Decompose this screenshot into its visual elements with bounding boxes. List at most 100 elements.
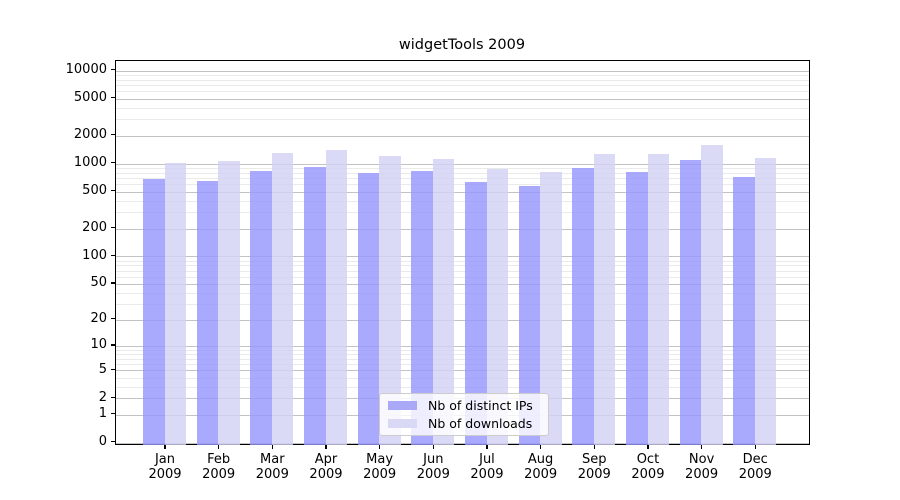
- y-tick-label: 5000: [73, 90, 107, 106]
- gridline-minor: [115, 304, 809, 305]
- legend-label-distinct-ips: Nb of distinct IPs: [428, 398, 533, 414]
- bar-distinct-ips: [679, 160, 702, 445]
- y-tick: [110, 441, 115, 443]
- chart-title: widgetTools 2009: [398, 37, 526, 53]
- y-tick-label: 0: [98, 434, 107, 450]
- bar-distinct-ips: [357, 172, 380, 445]
- bar-downloads: [540, 171, 562, 445]
- gridline-minor: [115, 270, 809, 272]
- y-tick-label: 10: [90, 337, 107, 353]
- gridline-minor: [115, 386, 809, 388]
- gridline-minor: [115, 200, 809, 202]
- gridline-minor: [115, 349, 809, 351]
- gridline-major: [115, 163, 809, 165]
- y-tick: [110, 368, 115, 371]
- y-tick-label: 100: [82, 247, 107, 263]
- x-tick-year: 2009: [524, 467, 558, 482]
- y-tick-label: 200: [82, 220, 107, 235]
- gridline-minor: [115, 358, 809, 360]
- gridline-minor: [115, 292, 809, 294]
- legend-swatch-distinct-ips: [388, 401, 417, 411]
- y-tick: [110, 226, 115, 229]
- bar-downloads: [432, 159, 455, 445]
- gridline-minor: [115, 260, 809, 262]
- gridline-minor: [115, 119, 809, 121]
- x-tick: [593, 445, 595, 449]
- bar-distinct-ips: [465, 181, 487, 445]
- y-tick: [110, 282, 115, 284]
- x-tick-label: Feb 2009: [189, 452, 249, 482]
- y-tick-label: 20: [90, 311, 107, 327]
- gridline-major: [115, 283, 809, 285]
- legend-item-distinct-ips: Nb of distinct IPs: [388, 398, 540, 413]
- bar-distinct-ips: [143, 178, 165, 445]
- x-tick-label: Jul 2009: [457, 452, 517, 482]
- gridline-major: [115, 135, 809, 137]
- x-tick: [754, 445, 756, 449]
- gridline-major: [115, 256, 809, 258]
- x-tick-year: 2009: [202, 467, 236, 482]
- gridline-major: [115, 191, 809, 193]
- gridline-minor: [115, 167, 809, 169]
- y-tick-label: 2000: [73, 127, 107, 143]
- legend-item-downloads: Nb of downloads: [388, 416, 540, 431]
- bar-distinct-ips: [572, 167, 594, 445]
- x-tick: [325, 445, 327, 449]
- gridline-minor: [115, 79, 809, 81]
- bar-distinct-ips: [733, 177, 755, 445]
- y-tick: [110, 96, 115, 99]
- bar-downloads: [218, 161, 240, 445]
- x-tick: [432, 445, 434, 449]
- y-tick: [110, 161, 115, 164]
- y-tick-label: 1000: [73, 155, 107, 171]
- y-tick-label: 1: [98, 406, 107, 422]
- y-tick: [110, 189, 115, 192]
- x-tick-year: 2009: [470, 467, 504, 482]
- bar-downloads: [271, 153, 294, 445]
- x-tick-label: Dec 2009: [725, 452, 785, 482]
- x-tick-label: Sep 2009: [564, 452, 624, 482]
- bar-downloads: [754, 158, 777, 445]
- y-tick: [110, 396, 115, 399]
- gridline-major: [115, 319, 809, 321]
- x-tick: [271, 445, 273, 449]
- y-tick-label: 500: [82, 183, 107, 199]
- x-tick-label: Jun 2009: [403, 452, 463, 482]
- gridline-minor: [115, 178, 809, 180]
- bar-downloads: [325, 150, 348, 445]
- gridline-minor: [115, 353, 809, 355]
- legend-label-downloads: Nb of downloads: [428, 415, 533, 431]
- bar-downloads: [701, 145, 723, 445]
- bar-distinct-ips: [196, 181, 219, 445]
- y-tick: [110, 318, 115, 320]
- gridline-minor: [115, 212, 809, 214]
- y-tick: [110, 344, 115, 346]
- legend-swatch-downloads: [388, 418, 417, 428]
- x-tick-year: 2009: [363, 467, 397, 482]
- gridline-minor: [115, 172, 809, 174]
- y-tick: [110, 413, 115, 415]
- bar-downloads: [647, 154, 670, 445]
- gridline-minor: [115, 74, 809, 76]
- y-tick-label: 50: [90, 275, 107, 291]
- gridline-minor: [115, 107, 809, 109]
- gridline-major: [115, 70, 809, 72]
- bar-distinct-ips: [411, 170, 433, 445]
- x-tick: [486, 445, 488, 449]
- x-tick: [647, 445, 649, 449]
- gridline-minor: [115, 265, 809, 267]
- legend: Nb of distinct IPs Nb of downloads: [379, 393, 549, 436]
- x-tick-year: 2009: [738, 467, 772, 482]
- bar-distinct-ips: [626, 171, 648, 445]
- gridline-minor: [115, 364, 809, 366]
- y-tick: [110, 68, 115, 71]
- x-tick-label: Apr 2009: [296, 452, 356, 482]
- bar-downloads: [593, 154, 616, 445]
- x-tick: [700, 445, 703, 449]
- gridline-minor: [115, 91, 809, 93]
- bar-downloads: [379, 155, 401, 445]
- x-tick-year: 2009: [309, 467, 343, 482]
- x-tick-label: May 2009: [350, 452, 410, 482]
- x-tick: [164, 445, 166, 449]
